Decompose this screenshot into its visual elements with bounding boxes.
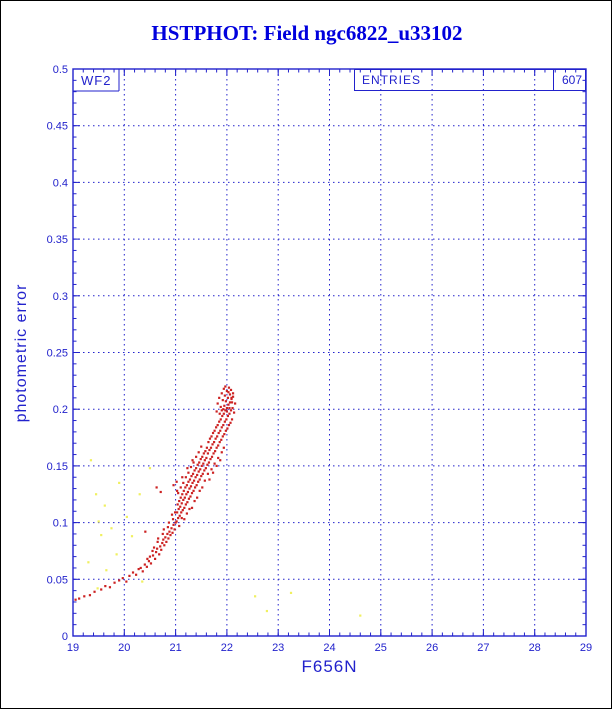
x-axis-title: F656N: [301, 657, 358, 676]
y-tick-label: 0.15: [47, 461, 68, 473]
grid-lines: [73, 69, 586, 636]
page-title: HSTPHOT: Field ngc6822_u33102: [151, 21, 463, 45]
x-tick-label: 21: [169, 642, 181, 654]
detector-label: WF2: [81, 73, 112, 88]
plot-frame: [72, 68, 587, 637]
x-tick-label: 19: [67, 642, 79, 654]
x-tick-label: 26: [426, 642, 438, 654]
x-tick-label: 25: [375, 642, 387, 654]
y-tick-label: 0.45: [47, 121, 68, 133]
y-tick-label: 0.4: [53, 177, 68, 189]
y-tick-label: 0.1: [53, 518, 68, 530]
scatter-points-good-stars: [74, 385, 237, 601]
tick-labels: 19 20 21 22 23 24 25 26 27 28 29 0 0.05 0.1 0.15 0.2 0.2…: [47, 64, 593, 654]
x-tick-label: 23: [272, 642, 284, 654]
detector-box: [73, 69, 120, 92]
y-tick-label: 0.05: [47, 574, 68, 586]
x-tick-label: 24: [323, 642, 335, 654]
x-tick-label: 29: [580, 642, 592, 654]
y-axis-title: photometric error: [13, 283, 30, 423]
y-tick-label: 0.3: [53, 291, 68, 303]
y-tick-label: 0: [62, 631, 68, 643]
y-tick-label: 0.5: [53, 64, 68, 76]
stats-entries-label: ENTRIES: [362, 73, 422, 87]
y-tick-label: 0.25: [47, 348, 68, 360]
stats-entries-value: 607: [553, 70, 585, 90]
x-tick-label: 22: [221, 642, 233, 654]
y-tick-label: 0.35: [47, 234, 68, 246]
x-tick-label: 20: [118, 642, 130, 654]
y-tick-label: 0.2: [53, 404, 68, 416]
x-tick-label: 27: [477, 642, 489, 654]
stats-box: ENTRIES 607: [354, 69, 586, 91]
x-tick-label: 28: [529, 642, 541, 654]
scatter-points-flagged-stars: [87, 459, 362, 617]
